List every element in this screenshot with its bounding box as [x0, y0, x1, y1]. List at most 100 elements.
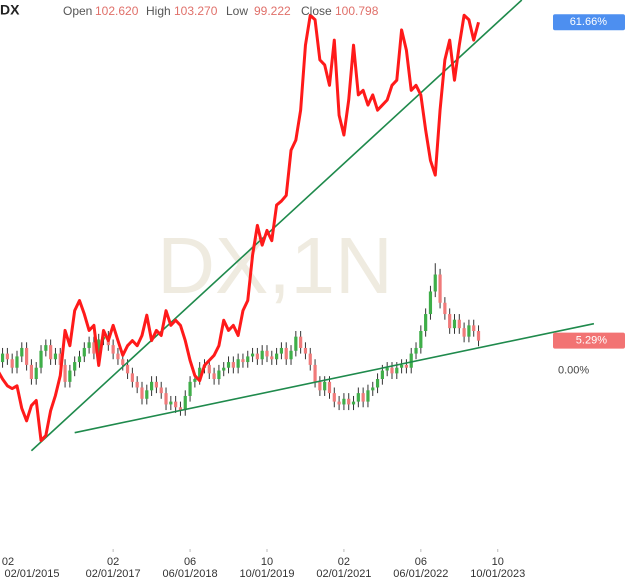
candle-body: [255, 353, 259, 360]
candle-body: [351, 401, 356, 405]
x-tick-short: 02: [107, 556, 119, 568]
value-badge: [553, 14, 625, 31]
candle-body: [303, 347, 308, 354]
x-tick-short: 06: [415, 556, 427, 568]
candle-body: [323, 381, 327, 391]
candle-body: [188, 381, 192, 396]
candle-body: [174, 401, 178, 408]
ohlc-value: 99.222: [254, 4, 291, 18]
candle-body: [404, 364, 409, 368]
ohlc-label: Close: [301, 4, 332, 18]
trend-line: [74, 322, 595, 434]
candle-body: [231, 362, 235, 368]
candle-body: [29, 364, 34, 380]
candle-body: [130, 373, 134, 382]
candle-body: [395, 367, 399, 374]
ohlc-value: 102.620: [95, 4, 139, 18]
candle-body: [116, 353, 120, 360]
candle-body: [424, 314, 428, 332]
candle-body: [385, 367, 389, 371]
candle-body: [145, 390, 149, 399]
candle-body: [371, 387, 375, 391]
candle-body: [332, 393, 336, 402]
candle-body: [275, 353, 279, 360]
candle-body: [77, 356, 82, 363]
candle-body: [164, 393, 168, 405]
x-tick-short: 02: [2, 556, 14, 568]
candle-body: [318, 381, 322, 391]
ohlc-label: High: [146, 4, 171, 18]
candle-body: [270, 356, 274, 360]
ohlc-value: 100.798: [335, 4, 379, 18]
value-badge: [553, 332, 625, 349]
ohlc-label: Open: [63, 4, 92, 18]
candle-body: [284, 347, 288, 360]
candle-body: [212, 373, 216, 380]
candle-body: [121, 359, 125, 365]
price-line: [0, 13, 480, 443]
candle-body: [97, 339, 101, 354]
x-axis: 0202/01/20150202/01/20170606/01/20181010…: [2, 549, 525, 580]
candle-body: [400, 364, 404, 368]
x-tick-label: 02/01/2017: [86, 568, 141, 580]
candle-body: [125, 364, 130, 374]
candle-body: [260, 350, 264, 360]
candle-body: [375, 379, 380, 388]
candle-body: [111, 345, 115, 354]
watermark-layer: DX,1N: [157, 221, 393, 310]
candle-body: [457, 319, 461, 329]
candle-body: [49, 345, 53, 360]
candle-body: [409, 353, 413, 368]
candle-body: [472, 325, 476, 332]
candle-body: [342, 398, 346, 405]
candle-body: [222, 367, 226, 371]
candle-body: [462, 328, 466, 337]
candle-body: [361, 393, 365, 402]
candle-body: [390, 367, 394, 374]
candle-body: [294, 336, 298, 351]
candle-body: [246, 356, 250, 363]
candle-body: [327, 381, 332, 394]
candle-body: [5, 353, 9, 360]
x-tick-label: 06/01/2022: [393, 568, 448, 580]
candle-body: [178, 407, 183, 411]
candle-body: [73, 362, 77, 371]
candle-body: [452, 319, 457, 329]
candle-body: [92, 342, 96, 354]
candle-body: [241, 359, 245, 363]
x-tick-short: 10: [492, 556, 504, 568]
value-badge-label: 5.29%: [576, 335, 607, 347]
candle-body: [34, 367, 38, 380]
symbol: DX: [0, 2, 20, 18]
candle-body: [380, 370, 384, 380]
x-tick-label: 02/01/2015: [4, 568, 59, 580]
candle-body: [15, 356, 19, 368]
candle-body: [154, 381, 159, 388]
candle-body: [265, 350, 269, 357]
candle-body: [428, 291, 433, 315]
candle-body: [347, 398, 351, 405]
trend-line: [30, 0, 523, 452]
plot-area: 61.66% 5.29% 0.00%: [0, 0, 625, 452]
x-tick-short: 06: [184, 556, 196, 568]
candle-body: [419, 331, 423, 348]
candle-body: [356, 393, 360, 402]
candle-body: [308, 353, 312, 365]
candle-body: [169, 401, 173, 405]
candle-body: [226, 362, 231, 368]
candle-body: [467, 325, 471, 337]
candle-body: [476, 331, 481, 341]
candle-body: [159, 387, 163, 394]
candle-body: [183, 395, 187, 411]
candle-body: [20, 347, 24, 357]
candle-body: [39, 350, 43, 368]
x-tick-label: 10/01/2019: [239, 568, 294, 580]
x-tick-short: 10: [261, 556, 273, 568]
candle-body: [63, 364, 67, 382]
candle-body: [140, 387, 144, 399]
candle-body: [250, 353, 255, 357]
candle-body: [313, 364, 317, 382]
candle-body: [87, 342, 91, 348]
